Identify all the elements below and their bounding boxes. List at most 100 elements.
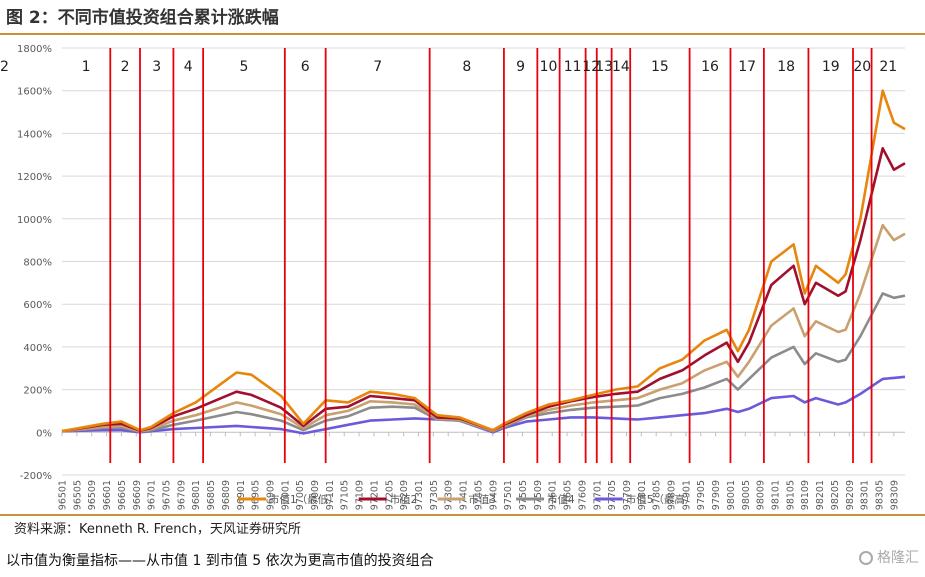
x-tick-label: 197505: [518, 480, 529, 510]
series-layer: [61, 89, 906, 435]
y-tick-label: 1600%: [17, 87, 52, 98]
x-tick-label: 197205: [384, 480, 395, 510]
x-axis-labels: 196501 196505 196509 196601 196605 196609 1967…: [58, 432, 900, 510]
x-tick-label: 197809: [667, 480, 678, 510]
watermark-text: 格隆汇: [877, 550, 919, 566]
x-tick-label: 197105: [340, 480, 351, 510]
x-tick-label: 197501: [503, 480, 514, 510]
chart-title: 图 2：不同市值投资组合累计涨跌幅: [6, 8, 279, 28]
x-tick-label: 197005: [295, 480, 306, 510]
x-tick-label: 197601: [548, 480, 559, 510]
y-tick-label: -200%: [20, 471, 52, 482]
x-tick-label: 198105: [785, 480, 796, 510]
line-chart: -200%0%200%400%600%800%1000%1200%1400%16…: [0, 44, 906, 510]
x-tick-label: 196805: [206, 480, 217, 510]
series-line: [61, 147, 906, 433]
bottom-divider: [0, 514, 925, 516]
x-tick-label: 196801: [191, 480, 202, 510]
x-tick-label: 196701: [147, 480, 158, 510]
top-divider: [0, 33, 925, 35]
x-tick-label: 197101: [325, 480, 336, 510]
x-tick-label: 196909: [265, 480, 276, 510]
x-tick-label: 197705: [607, 480, 618, 510]
x-tick-label: 197509: [533, 480, 544, 510]
x-tick-label: 197305: [429, 480, 440, 510]
x-tick-label: 197605: [563, 480, 574, 510]
y-axis-labels: -200% 0% 200% 400% 600% 800% 1000% 1200% 1400% 16…: [17, 44, 52, 482]
period-label: 1: [82, 59, 91, 75]
period-label: 6: [301, 59, 310, 75]
x-tick-label: 198205: [830, 480, 841, 510]
x-tick-label: 197201: [369, 480, 380, 510]
x-tick-label: 197409: [488, 480, 499, 510]
legend-label: 市值2: [390, 493, 418, 506]
x-tick-label: 196509: [87, 480, 98, 510]
x-tick-label: 196905: [251, 480, 262, 510]
y-tick-label: 1000%: [17, 215, 52, 226]
x-tick-label: 198305: [875, 480, 886, 510]
x-tick-label: 196809: [221, 480, 232, 510]
y-tick-label: 600%: [23, 300, 52, 311]
x-tick-label: 198005: [741, 480, 752, 510]
period-label: 21: [879, 59, 897, 75]
x-tick-label: 197709: [622, 480, 633, 510]
legend-label: 市值3: [468, 493, 496, 506]
y-tick-label: 400%: [23, 343, 52, 354]
x-tick-label: 197301: [414, 480, 425, 510]
legend: 市值1（最低） 市值2 市值3 市值4 市值5（最高）: [238, 493, 695, 506]
x-tick-label: 197309: [444, 480, 455, 510]
watermark: 格隆汇: [859, 547, 919, 567]
period-label: 11: [564, 59, 582, 75]
chart-caption: 以市值为衡量指标——从市值 1 到市值 5 依次为更高市值的投资组合: [6, 553, 434, 569]
period-label: 3: [152, 59, 161, 75]
x-tick-label: 198309: [889, 480, 900, 510]
period-label: 7: [373, 59, 382, 75]
period-label: 19: [822, 59, 840, 75]
x-tick-label: 196705: [161, 480, 172, 510]
period-label: 18: [777, 59, 795, 75]
x-tick-label: 197805: [652, 480, 663, 510]
x-tick-label: 197801: [637, 480, 648, 510]
period-label: 9: [516, 59, 525, 75]
x-tick-label: 196901: [236, 480, 247, 510]
x-tick-label: 197701: [592, 480, 603, 510]
x-tick-label: 198201: [815, 480, 826, 510]
period-label: 15: [651, 59, 669, 75]
x-tick-label: 197109: [355, 480, 366, 510]
legend-label: 市值4: [547, 493, 575, 506]
legend-label: 市值5（最高）: [626, 493, 696, 506]
x-tick-label: 196601: [102, 480, 113, 510]
period-label: 20: [853, 59, 871, 75]
x-tick-label: 197401: [459, 480, 470, 510]
period-label: 13: [595, 59, 613, 75]
x-tick-label: 196605: [117, 480, 128, 510]
y-tick-label: 1800%: [17, 44, 52, 55]
x-tick-label: 197609: [577, 480, 588, 510]
x-tick-label: 197405: [473, 480, 484, 510]
x-tick-label: 198109: [800, 480, 811, 510]
y-tick-label: 200%: [23, 386, 52, 397]
x-tick-label: 197001: [280, 480, 291, 510]
period-label: 2: [121, 59, 130, 75]
x-tick-label: 198001: [726, 480, 737, 510]
x-tick-label: 197009: [310, 480, 321, 510]
x-tick-label: 196505: [72, 480, 83, 510]
source-note: 资料来源：Kenneth R. French，天风证券研究所: [14, 522, 301, 537]
x-tick-label: 196501: [58, 480, 69, 510]
x-tick-label: 197909: [711, 480, 722, 510]
period-label: 16: [701, 59, 719, 75]
period-label: 8: [462, 59, 471, 75]
x-tick-label: 197209: [399, 480, 410, 510]
x-tick-label: 197905: [696, 480, 707, 510]
x-tick-label: 198101: [771, 480, 782, 510]
period-label: 14: [612, 59, 630, 75]
y-tick-label: 800%: [23, 258, 52, 269]
x-tick-label: 197901: [681, 480, 692, 510]
period-label: 17: [738, 59, 756, 75]
y-tick-label: 0%: [36, 428, 52, 439]
x-tick-label: 198209: [845, 480, 856, 510]
period-lines: 12345678910111213141516171819202122: [0, 48, 897, 463]
period-label: 5: [240, 59, 249, 75]
watermark-logo-icon: [859, 551, 873, 565]
x-tick-label: 196609: [132, 480, 143, 510]
